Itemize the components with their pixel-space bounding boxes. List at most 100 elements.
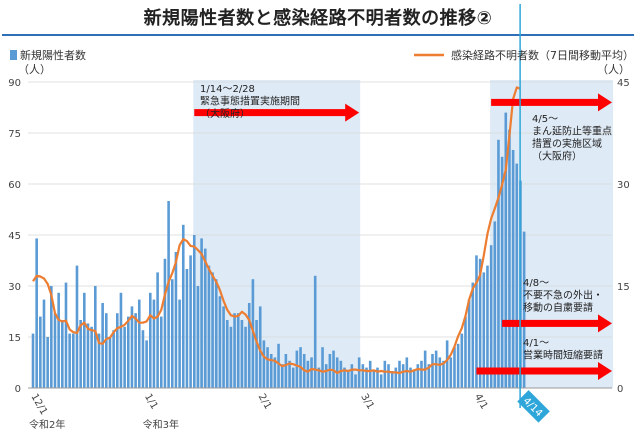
new-cases-bar <box>31 333 35 388</box>
y-left-tick-label: 0 <box>15 384 21 395</box>
new-cases-bar <box>174 252 178 388</box>
annotation-text: （大阪府） <box>532 150 582 163</box>
annotation-text: 4/1～ <box>523 338 549 349</box>
new-cases-bar <box>343 367 346 388</box>
period-arrow-head <box>598 362 612 380</box>
new-cases-bar <box>357 357 361 388</box>
new-cases-bar <box>288 360 291 388</box>
new-cases-bar <box>134 313 137 388</box>
new-cases-bar <box>449 357 453 388</box>
new-cases-bar <box>72 333 75 388</box>
new-cases-bar <box>94 286 97 388</box>
new-cases-bar <box>105 313 108 388</box>
x-tick-label: 1/1 <box>142 392 160 411</box>
legend-right: 感染経路不明者数（7日間移動平均） （人） <box>414 48 634 76</box>
x-tick-label: 12/1 <box>28 392 49 417</box>
new-cases-bar <box>185 269 189 388</box>
x-tick-label-group: 2/1 <box>256 392 274 411</box>
new-cases-bar <box>130 306 134 388</box>
y-left-tick-label: 75 <box>8 129 21 140</box>
new-cases-bar <box>273 357 277 388</box>
today-marker-box <box>517 390 550 423</box>
new-cases-bar <box>431 354 434 388</box>
new-cases-bar <box>61 320 64 388</box>
new-cases-bar <box>475 255 478 388</box>
new-cases-bar <box>445 340 449 388</box>
new-cases-bar <box>398 360 401 388</box>
new-cases-bar <box>412 371 416 388</box>
new-cases-bar <box>515 163 519 388</box>
page-title: 新規陽性者数と感染経路不明者数の推移② <box>143 8 493 29</box>
new-cases-bar <box>159 316 163 388</box>
title-rule <box>2 34 634 36</box>
x-era-label: 令和3年 <box>143 418 179 431</box>
new-cases-bar <box>115 313 119 388</box>
new-cases-bar <box>280 364 284 388</box>
new-cases-bar <box>247 303 251 388</box>
period-arrow-head <box>598 314 612 333</box>
new-cases-bar <box>163 258 167 388</box>
new-cases-bar <box>39 316 42 388</box>
new-cases-bar <box>141 330 145 388</box>
y-right-tick-label: 45 <box>617 78 630 89</box>
new-cases-bar <box>420 360 423 388</box>
new-cases-bar <box>504 112 508 388</box>
new-cases-bar <box>383 360 387 388</box>
x-tick-label: 3/1 <box>358 392 376 411</box>
new-cases-bar <box>511 150 515 388</box>
new-cases-bar <box>207 265 211 388</box>
annotation-text: 4/5～ <box>532 114 558 125</box>
new-cases-bar <box>339 360 343 388</box>
period-shading <box>193 80 361 388</box>
y-left-tick-label: 45 <box>8 231 21 242</box>
new-cases-bar <box>222 306 225 388</box>
new-cases-bar <box>493 221 497 388</box>
y-right-tick-label: 0 <box>617 384 623 395</box>
annotation-text: 1/14～2/28 <box>200 84 255 95</box>
new-cases-bar <box>192 235 196 388</box>
new-cases-bar <box>145 340 148 388</box>
annotation-text: 営業時間短縮要請 <box>523 349 603 362</box>
new-cases-bar <box>97 333 101 388</box>
new-cases-bar <box>53 313 57 388</box>
new-cases-bar <box>203 248 207 388</box>
new-cases-bar <box>75 265 79 388</box>
new-cases-bar <box>478 258 482 388</box>
new-cases-bar <box>346 371 350 388</box>
new-cases-bar <box>508 129 511 388</box>
new-cases-bar <box>405 357 409 388</box>
legend-bar-swatch <box>10 50 17 60</box>
new-cases-bar <box>328 354 332 388</box>
new-cases-bar <box>64 282 68 388</box>
new-cases-bar <box>442 360 445 388</box>
unit-left: （人） <box>18 63 51 76</box>
new-cases-bar <box>79 320 82 388</box>
new-cases-bar <box>277 343 280 388</box>
new-cases-bar <box>365 367 368 388</box>
new-cases-bar <box>83 292 86 388</box>
x-era-label: 令和2年 <box>29 418 65 431</box>
new-cases-bar <box>123 326 126 388</box>
y-left-tick-label: 90 <box>8 78 21 89</box>
today-marker-badge: 4/14 <box>517 390 550 423</box>
new-cases-bar <box>427 364 431 388</box>
new-cases-bar <box>50 286 53 388</box>
annotation-text: 不要不急の外出・ <box>523 289 603 302</box>
period-arrow-shaft <box>194 109 347 117</box>
new-cases-bar <box>401 364 405 388</box>
new-cases-bar <box>68 333 71 388</box>
new-cases-bar <box>137 299 141 388</box>
new-cases-bar <box>497 139 500 388</box>
new-cases-bar <box>471 282 475 388</box>
new-cases-bar <box>456 343 460 388</box>
new-cases-bar <box>376 367 379 388</box>
new-cases-bar <box>416 364 420 388</box>
new-cases-bar <box>313 275 317 388</box>
new-cases-bar <box>317 367 321 388</box>
new-cases-bar <box>167 201 170 388</box>
x-tick-label-group: 4/1 <box>472 392 490 411</box>
new-cases-bar <box>108 337 112 388</box>
new-cases-bar <box>181 224 185 388</box>
